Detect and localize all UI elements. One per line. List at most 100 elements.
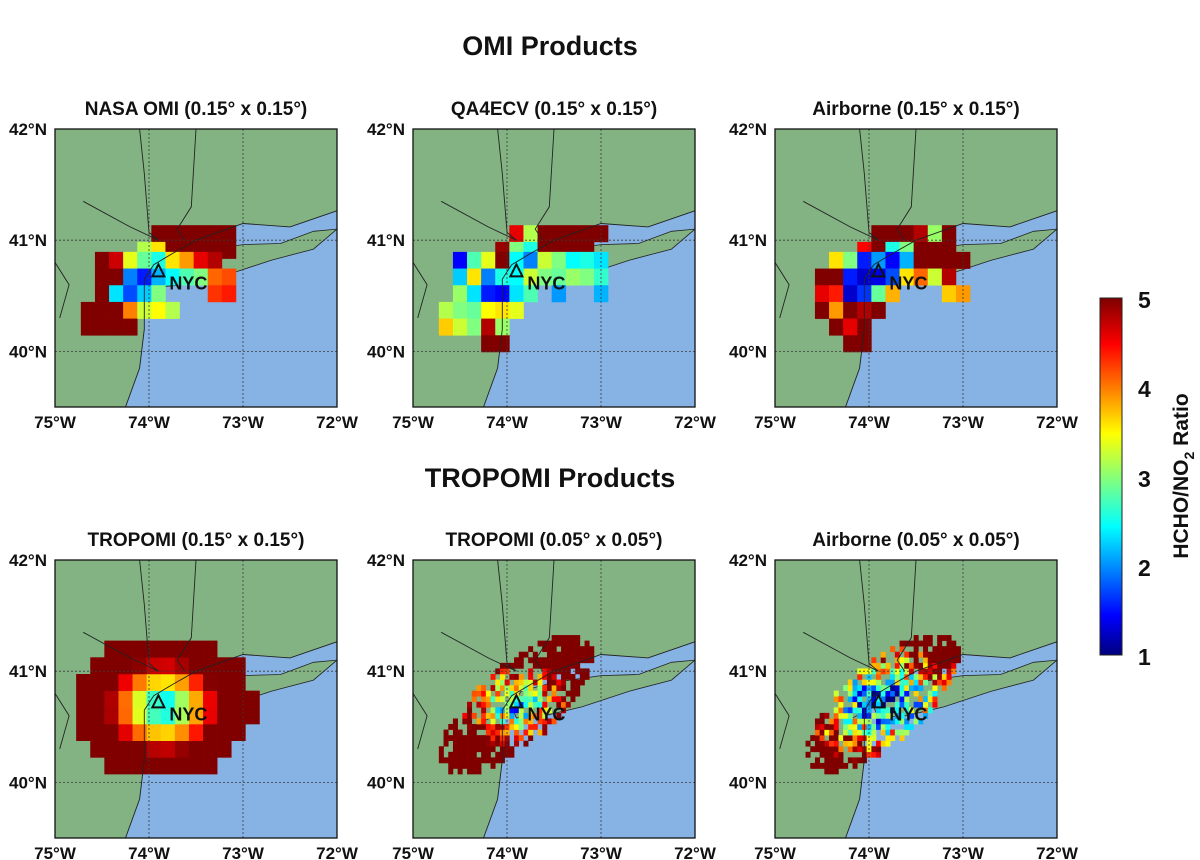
- heatmap-cell: [937, 651, 943, 658]
- map-panel-airborne-015: Airborne (0.15° x 0.15°) NYC 75°W 74°W 73°W 7…: [729, 99, 1079, 432]
- heatmap-cell: [857, 696, 863, 703]
- heatmap-cell: [890, 735, 896, 741]
- heatmap-cell: [894, 729, 900, 736]
- heatmap-cell: [104, 690, 119, 708]
- heatmap-cell: [880, 696, 886, 703]
- heatmap-cell: [565, 646, 571, 653]
- heatmap-cell: [165, 251, 180, 269]
- heatmap-cell: [561, 657, 567, 664]
- heatmap-cell: [537, 251, 552, 269]
- heatmap-cell: [561, 707, 567, 714]
- heatmap-cell: [829, 729, 835, 736]
- heatmap-cell: [476, 768, 482, 775]
- heatmap-cell: [495, 685, 501, 691]
- heatmap-cell: [118, 757, 133, 775]
- heatmap-cell: [866, 740, 872, 747]
- heatmap-cell: [518, 685, 524, 691]
- heatmap-cell: [908, 673, 914, 680]
- heatmap-cell: [132, 707, 147, 725]
- heatmap-cell: [146, 673, 162, 691]
- heatmap-cell: [843, 251, 858, 269]
- heatmap-cell: [551, 640, 557, 647]
- heatmap-cell: [866, 707, 872, 714]
- nyc-marker-icon: [870, 262, 887, 278]
- heatmap-cell: [509, 724, 515, 730]
- heatmap-cell: [918, 679, 924, 686]
- heatmap-cell: [551, 251, 567, 269]
- y-tick-label: 41°N: [729, 231, 767, 250]
- heatmap-cell: [165, 225, 180, 243]
- map-area: [775, 560, 1057, 838]
- heatmap-cell: [146, 690, 162, 708]
- heatmap-cell: [481, 268, 496, 286]
- heatmap-cell: [123, 268, 138, 286]
- heatmap-cell: [523, 685, 529, 691]
- heatmap-cell: [556, 640, 562, 647]
- heatmap-cell: [203, 640, 218, 658]
- heatmap-cell: [457, 746, 463, 753]
- heatmap-cell: [509, 696, 515, 703]
- heatmap-cell: [894, 690, 900, 697]
- heatmap-cell: [814, 301, 830, 319]
- heatmap-cell: [880, 657, 886, 664]
- heatmap-cell: [923, 668, 929, 675]
- heatmap-cell: [160, 673, 176, 691]
- heatmap-cell: [546, 646, 552, 653]
- heatmap-cell: [955, 646, 961, 653]
- heatmap-cell: [245, 707, 260, 725]
- heatmap-cell: [857, 685, 863, 691]
- heatmap-cell: [833, 712, 839, 719]
- heatmap-cell: [556, 685, 562, 691]
- heatmap-cell: [852, 679, 858, 686]
- heatmap-cell: [885, 735, 891, 741]
- heatmap-cell: [829, 268, 844, 286]
- heatmap-cell: [556, 679, 562, 686]
- heatmap-cell: [829, 762, 835, 769]
- heatmap-cell: [537, 657, 543, 664]
- heatmap-cell: [880, 724, 886, 730]
- y-tick-label: 41°N: [367, 662, 405, 681]
- heatmap-cell: [476, 735, 482, 741]
- heatmap-cell: [570, 685, 576, 691]
- heatmap-cell: [852, 724, 858, 730]
- heatmap-cell: [443, 735, 449, 741]
- heatmap-cell: [876, 751, 882, 758]
- mainland-shape: [413, 560, 695, 838]
- heatmap-cell: [174, 673, 190, 691]
- heatmap-cell: [123, 285, 138, 303]
- heatmap-cell: [561, 668, 567, 675]
- heatmap-cell: [109, 268, 124, 286]
- heatmap-cell: [904, 657, 910, 664]
- heatmap-cell: [579, 268, 595, 286]
- heatmap-cell: [160, 690, 176, 708]
- heatmap-cell: [885, 718, 891, 725]
- heatmap-cell: [833, 740, 839, 747]
- heatmap-cell: [923, 673, 929, 680]
- heatmap-cell: [438, 301, 454, 319]
- heatmap-cell: [805, 740, 811, 747]
- heatmap-cell: [819, 740, 825, 747]
- heatmap-cell: [495, 735, 501, 741]
- heatmap-cell: [894, 718, 900, 725]
- heatmap-cell: [146, 740, 162, 758]
- heatmap-cell: [899, 668, 905, 675]
- colorbar-tick-1: 1: [1138, 644, 1151, 670]
- heatmap-cell: [890, 718, 896, 725]
- x-tick-label: 73°W: [222, 413, 265, 432]
- heatmap-cell: [490, 740, 496, 747]
- heatmap-cell: [890, 646, 896, 653]
- heatmap-cell: [833, 690, 839, 697]
- heatmap-cell: [438, 757, 444, 764]
- heatmap-cell: [495, 729, 501, 736]
- heatmap-cell: [203, 690, 218, 708]
- heatmap-cell: [814, 268, 830, 286]
- heatmap-cell: [824, 762, 830, 769]
- map-area: [413, 129, 695, 407]
- heatmap-cell: [857, 335, 872, 353]
- heatmap-cell: [946, 635, 952, 641]
- heatmap-cell: [448, 751, 454, 758]
- heatmap-cell: [904, 724, 910, 730]
- heatmap-cell: [814, 735, 820, 741]
- heatmap-cell: [476, 724, 482, 730]
- heatmap-cell: [866, 696, 872, 703]
